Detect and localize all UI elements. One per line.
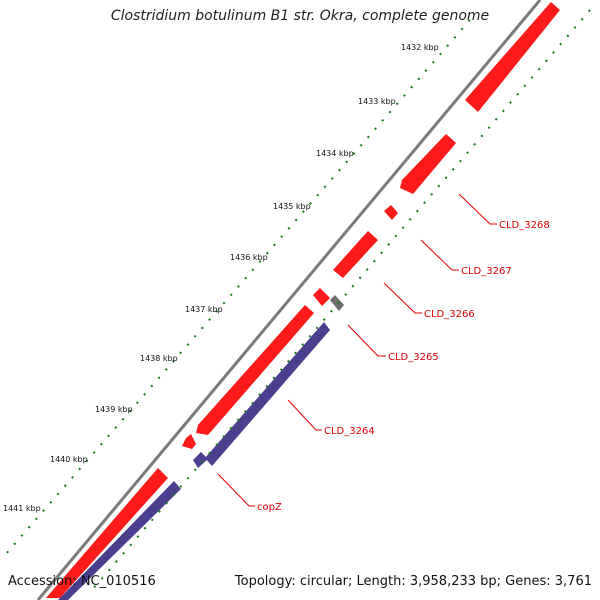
cds-track [58,322,330,600]
gene-labels: CLD_3268 CLD_3267 CLD_3266 CLD_3265 CLD_… [257,220,550,513]
leader-line-cld3267 [420,239,459,271]
tick-label: 1440 kbp [50,455,88,464]
label-leader-lines [217,193,497,507]
gene-label-cld3265: CLD_3265 [388,352,439,363]
leader-line-cld3265 [347,324,386,357]
forward-genes [46,2,560,598]
gene-label-cld3264: CLD_3264 [324,426,375,437]
cds-block-upper [205,322,330,466]
leader-line-cld3266 [383,282,422,314]
tick-label: 1438 kbp [140,354,178,363]
gene-arrow-lower [46,468,168,598]
gene-arrow-cld3265 [313,288,330,306]
gc-dotted-track-inner [91,9,591,591]
gc-dotted-track-outer [4,19,471,556]
tick-label: 1439 kbp [95,405,133,414]
tick-label: 1437 kbp [185,305,223,314]
gene-arrow-cld3266b [333,231,378,278]
leader-line-cld3268 [458,193,497,225]
tick-labels: 1432 kbp 1433 kbp 1434 kbp 1435 kbp 1436… [3,43,439,513]
gene-label-copz: copZ [257,502,282,513]
grey-feature [330,295,344,311]
gene-arrow-cld3266a [384,205,398,220]
cds-block-small [193,452,208,468]
topology-text: Topology: circular; Length: 3,958,233 bp… [234,574,592,589]
tick-label: 1433 kbp [358,97,396,106]
cds-block-lower [58,481,181,600]
tick-label: 1434 kbp [316,149,354,158]
gene-arrow-cld3264 [196,305,314,435]
gene-arrow-copz [182,434,196,449]
tick-label: 1441 kbp [3,504,41,513]
genome-backbone [36,0,542,600]
gene-label-cld3268: CLD_3268 [499,220,550,231]
leader-line-cld3264 [287,399,322,431]
tick-label: 1432 kbp [401,43,439,52]
gene-label-cld3267: CLD_3267 [461,266,512,277]
map-title: Clostridium botulinum B1 str. Okra, comp… [110,8,490,24]
leader-line-copz [217,473,255,507]
gene-arrow-cld3268 [465,2,560,112]
accession-text: Accession: NC_010516 [8,574,156,589]
tick-label: 1435 kbp [273,202,311,211]
tick-label: 1436 kbp [230,253,268,262]
gene-label-cld3266: CLD_3266 [424,309,475,320]
gene-arrow-cld3267 [400,134,456,194]
